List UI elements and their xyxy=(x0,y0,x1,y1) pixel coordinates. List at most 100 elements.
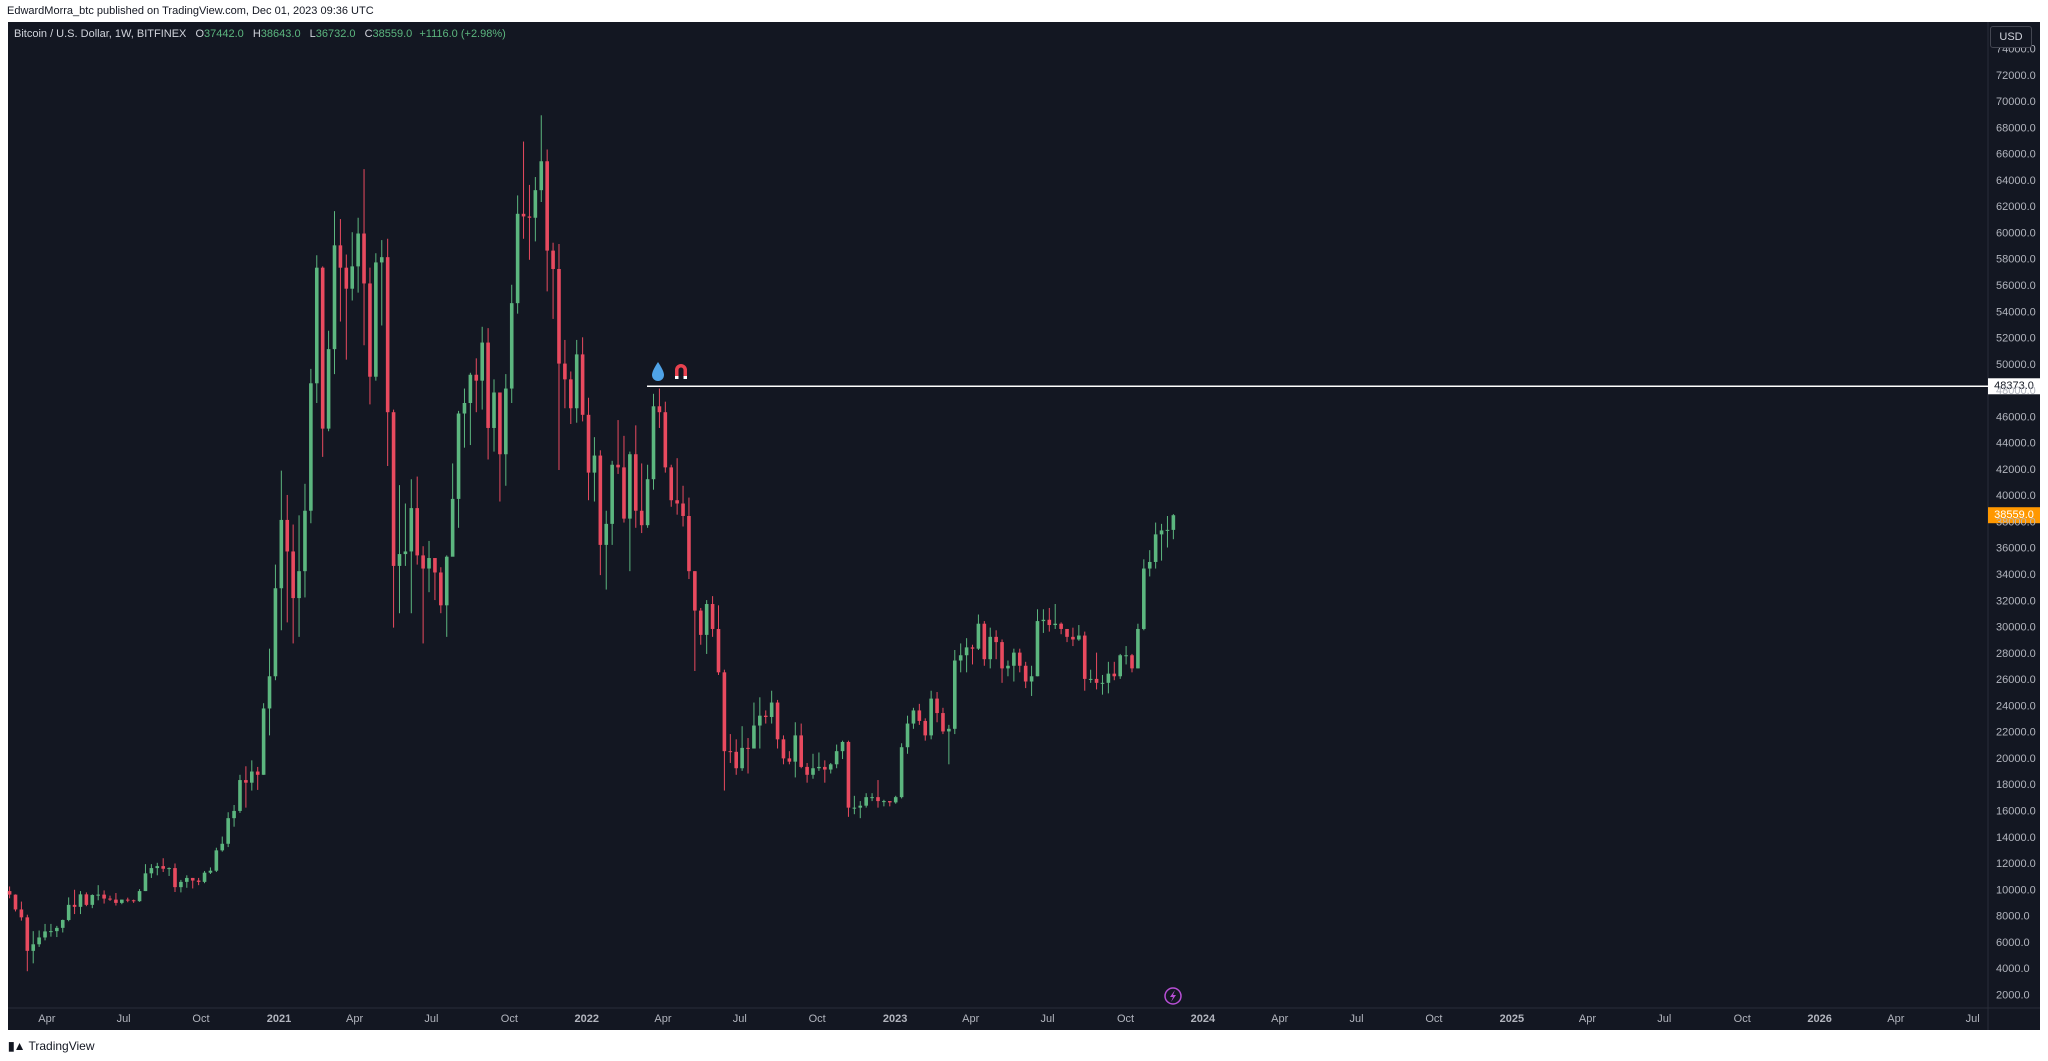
candle-body xyxy=(769,702,774,717)
x-tick-label: Jul xyxy=(1041,1013,1055,1025)
candle-body xyxy=(238,780,242,811)
candle-body xyxy=(1017,652,1022,666)
candle-body xyxy=(882,801,886,803)
lightning-bolt[interactable] xyxy=(1170,990,1176,1002)
candle-body xyxy=(208,870,213,873)
y-tick-label: 46000.0 xyxy=(1996,411,2036,423)
candle-body xyxy=(462,402,467,414)
candle-body xyxy=(917,710,922,721)
candle-body xyxy=(167,868,171,870)
candle-body xyxy=(876,797,880,802)
hline-label: 48373.0 xyxy=(1994,380,2034,392)
y-tick-label: 14000.0 xyxy=(1996,832,2036,844)
last-price-badge xyxy=(1988,507,2040,524)
ohlc-key: C xyxy=(364,28,373,40)
candle-body xyxy=(793,735,798,762)
y-tick-label: 38000.0 xyxy=(1996,516,2036,528)
y-tick-label: 70000.0 xyxy=(1996,96,2036,108)
y-tick-label: 50000.0 xyxy=(1996,359,2036,371)
candle-body xyxy=(427,558,431,569)
candle-body xyxy=(1065,628,1069,637)
candle-body xyxy=(663,412,668,468)
candle-body xyxy=(752,725,756,749)
candle-body xyxy=(846,741,851,808)
candle-body xyxy=(1053,623,1058,626)
candle-body xyxy=(185,877,189,882)
candle-body xyxy=(1000,642,1004,669)
hline-badge xyxy=(1988,378,2040,395)
candle-body xyxy=(214,850,219,871)
candle-body xyxy=(1159,530,1164,535)
candle-body xyxy=(1029,676,1034,682)
candle-body xyxy=(279,519,284,589)
lightning-icon[interactable] xyxy=(1164,987,1182,1005)
candle-body xyxy=(190,877,195,881)
candle-body xyxy=(173,868,177,888)
y-tick-label: 42000.0 xyxy=(1996,464,2036,476)
candle-body xyxy=(114,899,118,903)
candle-body xyxy=(356,233,360,267)
candle-body xyxy=(90,895,95,905)
y-tick-label: 62000.0 xyxy=(1996,201,2036,213)
x-tick-label: 2023 xyxy=(883,1013,907,1025)
ohlc-value: 36732.0 xyxy=(315,28,356,40)
x-tick-label: Oct xyxy=(1734,1013,1751,1025)
lightning-circle[interactable] xyxy=(1164,987,1182,1005)
magnet-shape xyxy=(675,364,687,378)
x-tick-label: Apr xyxy=(1579,1013,1596,1025)
change-value: +1116.0 (+2.98%) xyxy=(419,28,506,40)
candle-body xyxy=(828,764,833,770)
candle-body xyxy=(504,388,508,455)
drop-icon xyxy=(652,362,664,381)
candle-body xyxy=(799,735,803,767)
candle-body xyxy=(244,780,248,783)
currency-button[interactable]: USD xyxy=(1990,26,2032,48)
x-tick-label: Oct xyxy=(192,1013,209,1025)
brand-logo: ▮▲ xyxy=(8,1039,26,1053)
candle-body xyxy=(1012,652,1016,666)
candle-body xyxy=(421,555,425,569)
ohlc-value: 38559.0 xyxy=(372,28,413,40)
x-tick-label: Apr xyxy=(1271,1013,1288,1025)
y-tick-label: 66000.0 xyxy=(1996,149,2036,161)
candle-body xyxy=(633,454,638,511)
candle-body xyxy=(598,455,603,545)
candle-body xyxy=(610,464,614,524)
candle-body xyxy=(551,250,555,269)
candle-body xyxy=(622,467,626,519)
candle-body xyxy=(125,899,130,901)
candle-body xyxy=(7,891,12,895)
candle-body xyxy=(651,406,656,480)
candle-body xyxy=(143,873,148,892)
y-tick-label: 28000.0 xyxy=(1996,648,2036,660)
candle-body xyxy=(693,571,697,611)
candle-body xyxy=(439,572,443,606)
candle-body xyxy=(468,374,473,403)
candle-body xyxy=(131,900,136,902)
candle-body xyxy=(1041,619,1046,622)
candle-body xyxy=(1071,636,1075,640)
candle-body xyxy=(509,303,514,389)
candle-body xyxy=(344,267,349,289)
overlay: 48373.0 38559.0 xyxy=(647,378,2040,524)
y-tick-label: 22000.0 xyxy=(1996,727,2036,739)
candle-body xyxy=(1100,682,1105,684)
candle-body xyxy=(385,257,390,413)
y-tick-label: 56000.0 xyxy=(1996,280,2036,292)
candle-body xyxy=(704,604,709,635)
candle-body xyxy=(120,899,124,903)
candle-body xyxy=(72,904,77,907)
x-tick-label: Jul xyxy=(1349,1013,1363,1025)
candle-body xyxy=(616,464,620,468)
y-tick-label: 36000.0 xyxy=(1996,543,2036,555)
candle-body xyxy=(1118,655,1122,677)
candle-body xyxy=(1094,678,1099,683)
candle-body xyxy=(787,758,792,762)
x-tick-label: Oct xyxy=(809,1013,826,1025)
candle-body xyxy=(96,894,101,896)
candle-body xyxy=(763,715,768,717)
candle-body xyxy=(911,710,916,724)
candle-body xyxy=(161,866,165,869)
candle-body xyxy=(391,412,396,566)
candle-body xyxy=(811,768,815,775)
